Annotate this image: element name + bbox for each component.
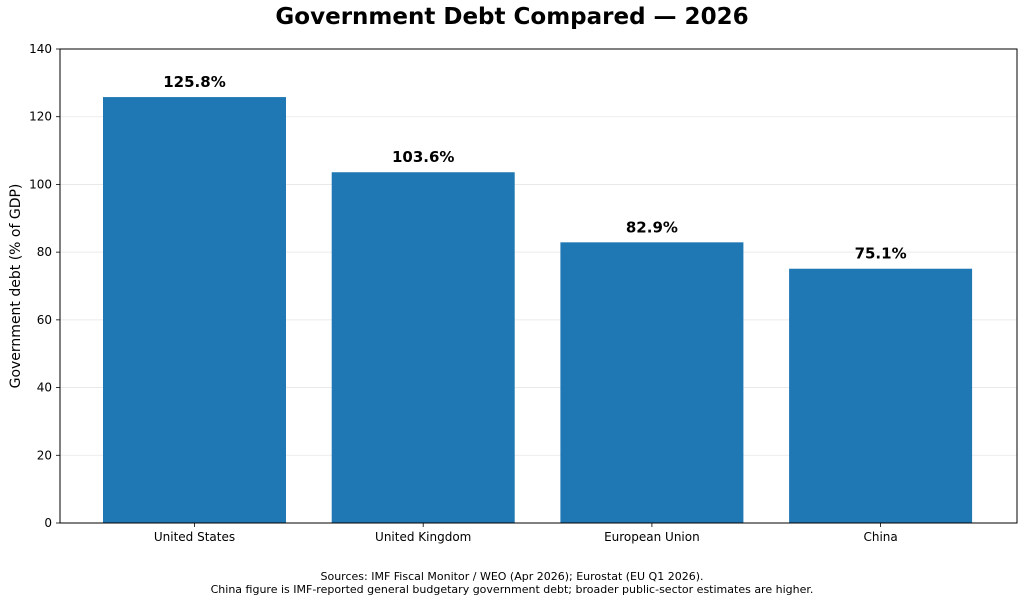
chart-title: Government Debt Compared — 2026 [275,4,749,30]
bar-china [789,268,973,523]
bars: 125.8% 103.6% 82.9% 75.1% [103,73,973,524]
data-label: 103.6% [392,148,454,166]
footnote-china: China figure is IMF-reported general bud… [210,583,814,596]
y-tick-label: 0 [44,516,52,530]
y-axis-label: Government debt (% of GDP) [8,184,24,389]
axes: 0 20 40 60 80 100 120 140 United States United Ki… [29,42,1018,544]
bar-united-kingdom [331,172,515,524]
x-tick-label: United Kingdom [375,530,471,544]
x-tick-label: European Union [604,530,700,544]
x-tick-label: China [863,530,897,544]
data-label: 75.1% [855,245,907,263]
data-label: 125.8% [163,73,225,91]
footnote-sources: Sources: IMF Fiscal Monitor / WEO (Apr 2… [320,570,704,583]
data-label: 82.9% [626,218,678,236]
bar-european-union [560,242,744,523]
plot-frame [59,48,1018,524]
y-tick-label: 100 [29,177,52,191]
bar-united-states [103,97,286,523]
y-tick-label: 20 [37,448,52,462]
y-tick-label: 80 [37,245,52,259]
y-tick-label: 140 [29,42,52,56]
y-tick-label: 40 [37,381,52,395]
y-tick-label: 120 [29,110,52,124]
y-tick-label: 60 [37,313,52,327]
x-tick-label: United States [154,530,235,544]
